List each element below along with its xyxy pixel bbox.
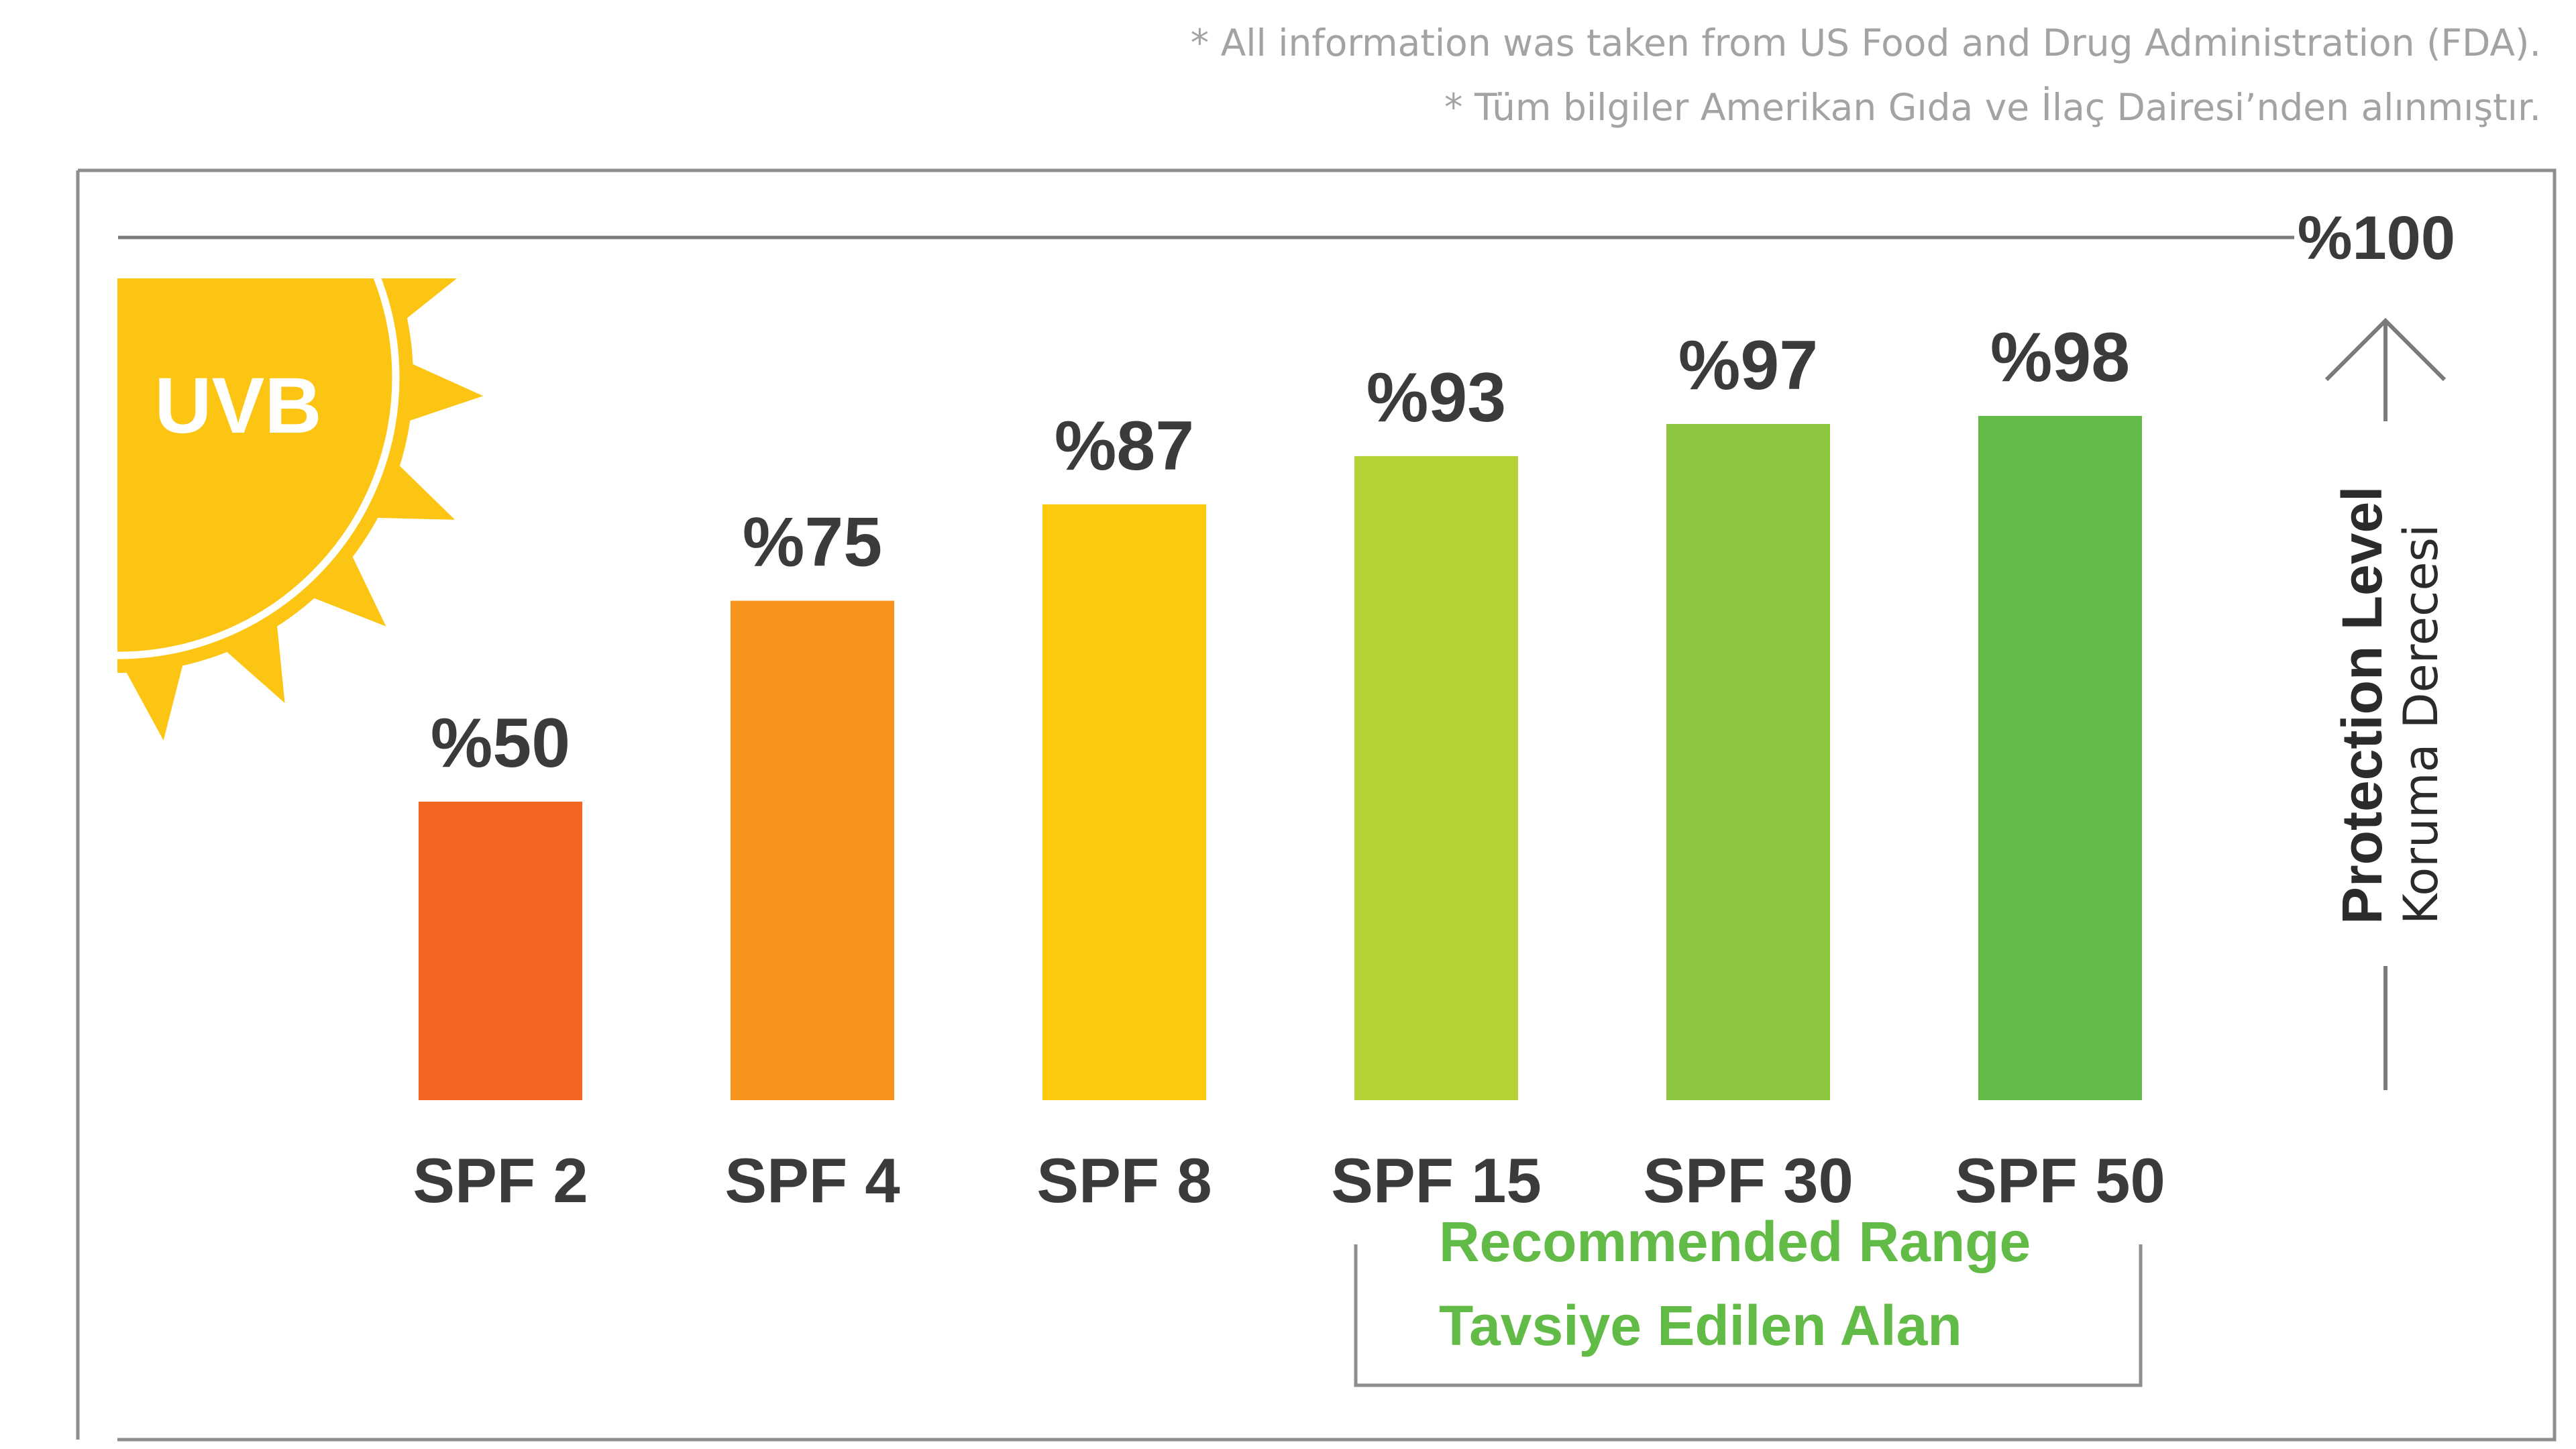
arrow-head-icon <box>2324 317 2447 382</box>
y-axis-title: Protection Level <box>2330 486 2394 924</box>
recommended-range-bracket <box>1354 1244 2143 1387</box>
value-label: %97 <box>1678 327 1818 405</box>
value-label: %75 <box>743 504 882 582</box>
bar-spf-15 <box>1354 455 1518 1100</box>
value-label: %87 <box>1055 407 1194 485</box>
category-label: SPF 2 <box>413 1145 588 1216</box>
bar-spf-4 <box>731 600 894 1100</box>
source-note-turkish: * Tüm bilgiler Amerikan Gıda ve İlaç Dai… <box>1444 86 2541 129</box>
bar-spf-50 <box>1978 416 2142 1100</box>
sun-mask-top <box>0 0 805 278</box>
category-label: SPF 8 <box>1036 1145 1212 1216</box>
max-reference-label: %100 <box>2298 204 2455 272</box>
category-label: SPF 4 <box>724 1145 900 1216</box>
category-label: SPF 30 <box>1643 1145 1854 1216</box>
bar-spf-2 <box>419 802 582 1100</box>
y-axis-arrow <box>2324 317 2447 1090</box>
sun-ray <box>395 358 484 426</box>
y-axis-subtitle: Koruma Derecesi <box>2394 525 2449 924</box>
category-label: SPF 50 <box>1955 1145 2165 1216</box>
bars-group: %50 SPF 2 %75 SPF 4 %87 SPF 8 %93 SPF 15 %97 SPF … <box>413 319 2165 1216</box>
category-label: SPF 15 <box>1331 1145 1542 1216</box>
recommended-range-label-tr: Tavsiye Edilen Alan <box>1439 1294 1962 1357</box>
value-label: %50 <box>431 704 570 782</box>
sun-ray <box>119 651 186 741</box>
bar-spf-8 <box>1042 504 1206 1100</box>
uvb-label: UVB <box>154 362 321 450</box>
bar-spf-30 <box>1666 423 1830 1100</box>
sun-ray <box>300 543 386 627</box>
value-label: %98 <box>1990 319 2130 396</box>
value-label: %93 <box>1366 359 1506 437</box>
recommended-range-label-en: Recommended Range <box>1439 1210 2031 1273</box>
source-note-english: * All information was taken from US Food… <box>1190 21 2541 64</box>
